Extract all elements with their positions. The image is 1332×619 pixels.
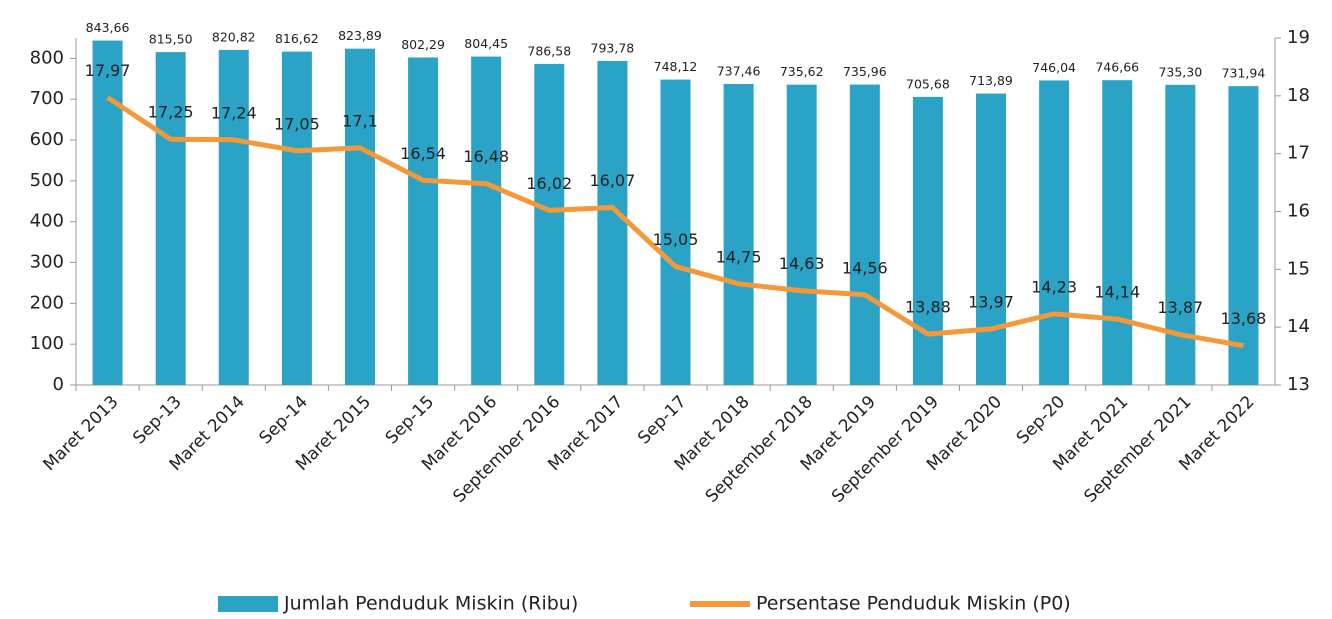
bar (912, 96, 943, 386)
bar (786, 84, 817, 385)
y2-tick-label: 18 (1287, 85, 1310, 106)
y-tick-label: 500 (30, 170, 64, 191)
bar (408, 57, 439, 386)
bar-label: 786,58 (527, 43, 571, 58)
line-label: 16,02 (526, 174, 572, 193)
legend-label: Persentase Penduduk Miskin (P0) (756, 593, 1071, 615)
legend-swatch (218, 596, 278, 612)
bar-label: 735,62 (780, 64, 824, 79)
line-label: 14,23 (1031, 277, 1077, 296)
bar (1228, 86, 1259, 385)
y-tick-label: 100 (30, 333, 64, 354)
bar (723, 83, 754, 385)
bar (155, 52, 186, 386)
x-tick-label: Sep-20 (1013, 392, 1069, 448)
y2-tick-label: 15 (1287, 258, 1310, 279)
bar-label: 802,29 (401, 37, 445, 52)
bar-label: 815,50 (149, 32, 193, 47)
y2-tick-label: 16 (1287, 201, 1310, 222)
line-label: 13,87 (1157, 298, 1203, 317)
x-tick-label: Sep-17 (634, 392, 690, 448)
line-label: 16,48 (463, 147, 509, 166)
bar (1039, 80, 1070, 386)
line-label: 16,54 (400, 144, 446, 163)
bar-label: 735,96 (843, 64, 887, 79)
x-tick-label: September 2019 (828, 392, 943, 507)
line-label: 14,75 (716, 247, 762, 266)
y-tick-label: 600 (30, 129, 64, 150)
bar-label: 820,82 (212, 29, 256, 44)
x-tick-label: September 2018 (702, 392, 817, 507)
x-tick-label: Sep-15 (382, 392, 438, 448)
bar (849, 84, 880, 386)
line-label: 17,05 (274, 114, 320, 133)
bar-label: 735,30 (1158, 64, 1202, 79)
bar-label: 705,68 (906, 76, 950, 91)
y-tick-label: 0 (53, 374, 64, 395)
y2-tick-label: 13 (1287, 374, 1310, 395)
bar-label: 731,94 (1222, 66, 1266, 81)
y-tick-label: 400 (30, 211, 64, 232)
line (106, 95, 1244, 349)
line-label: 17,24 (211, 103, 257, 122)
x-tick-label: Sep-13 (129, 392, 185, 448)
x-tick-label: September 2016 (449, 392, 564, 507)
bar (344, 48, 375, 385)
bar-label: 713,89 (969, 73, 1013, 88)
line-label: 14,56 (842, 258, 888, 277)
bar-label: 737,46 (717, 63, 761, 78)
line-label: 17,97 (85, 61, 131, 80)
bar-label: 793,78 (591, 40, 635, 55)
bar-label: 843,66 (86, 20, 130, 35)
bar (976, 93, 1007, 385)
x-tick-label: Maret 2013 (40, 392, 123, 475)
line-label: 14,14 (1094, 283, 1140, 302)
bar (281, 51, 312, 386)
bar (660, 79, 691, 386)
y2-tick-label: 19 (1287, 27, 1310, 48)
y2-tick-label: 17 (1287, 143, 1310, 164)
y-tick-label: 200 (30, 292, 64, 313)
bar (218, 49, 249, 386)
line-label: 15,05 (653, 230, 699, 249)
x-tick-label: Sep-14 (256, 392, 312, 448)
bar-label: 823,89 (338, 28, 382, 43)
line-label: 13,88 (905, 298, 951, 317)
bar-label: 746,66 (1095, 60, 1139, 75)
legend-label: Jumlah Penduduk Miskin (Ribu) (283, 593, 578, 615)
y-tick-label: 800 (30, 47, 64, 68)
bar (1165, 84, 1196, 385)
bar-label: 804,45 (464, 36, 508, 51)
bar-label: 748,12 (654, 59, 698, 74)
bar (597, 60, 628, 385)
bar (534, 63, 565, 385)
line-label: 17,1 (342, 111, 378, 130)
y-tick-label: 300 (30, 252, 64, 273)
line-label: 14,63 (779, 254, 825, 273)
bar-label: 816,62 (275, 31, 319, 46)
x-tick-label: September 2021 (1080, 392, 1195, 507)
line-label: 16,07 (589, 171, 635, 190)
y2-tick-label: 14 (1287, 316, 1310, 337)
bar (1102, 80, 1133, 385)
bar-label: 746,04 (1032, 60, 1076, 75)
line-label: 13,97 (968, 292, 1014, 311)
bar (92, 40, 123, 386)
line-label: 13,68 (1221, 309, 1267, 328)
line-label: 17,25 (148, 103, 194, 122)
y-tick-label: 700 (30, 88, 64, 109)
bar (471, 56, 502, 385)
